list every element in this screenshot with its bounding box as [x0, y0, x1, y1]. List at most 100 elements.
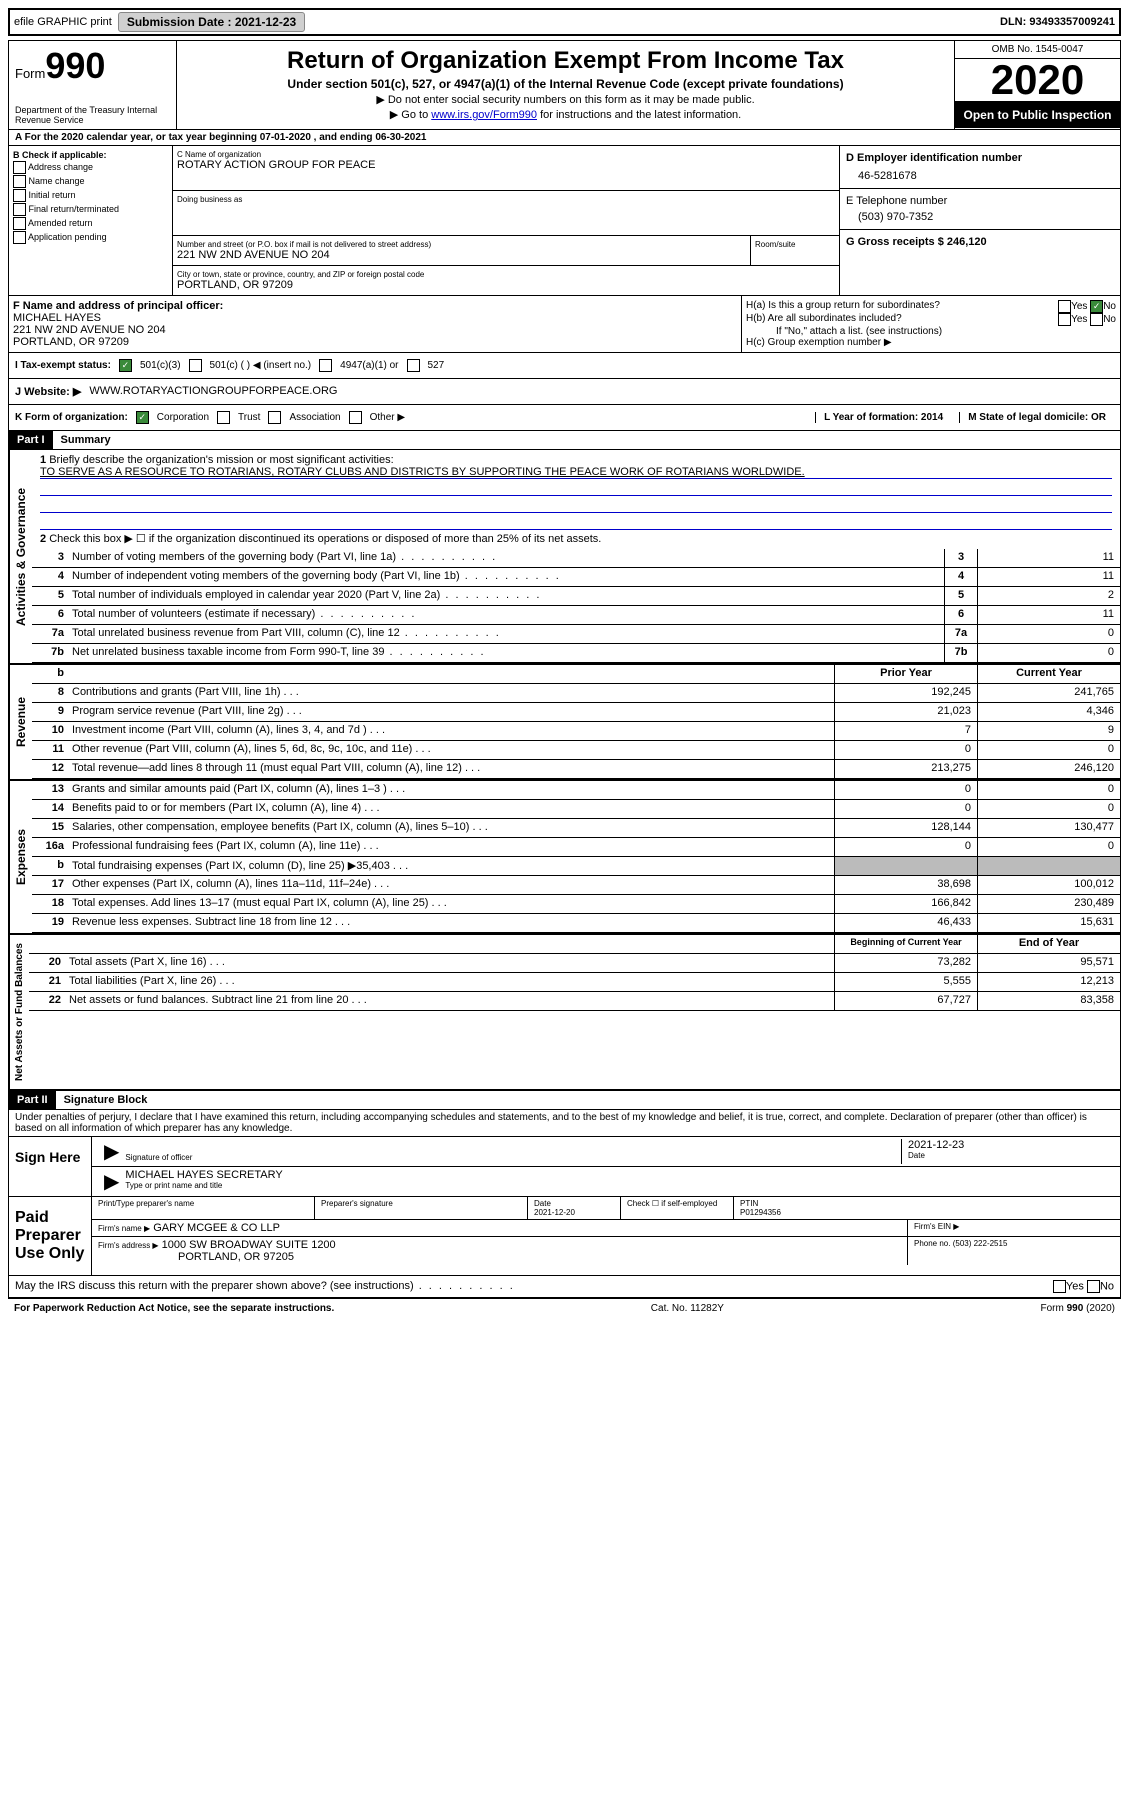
gov-line: 7a Total unrelated business revenue from… — [32, 625, 1120, 644]
mission-text: TO SERVE AS A RESOURCE TO ROTARIANS, ROT… — [40, 466, 1112, 479]
department-label: Department of the Treasury Internal Reve… — [15, 105, 170, 125]
prep-sig-label: Preparer's signature — [315, 1197, 528, 1219]
officer-section: F Name and address of principal officer:… — [9, 296, 1120, 353]
sig-date: 2021-12-23 — [908, 1139, 1108, 1151]
data-line: 20 Total assets (Part X, line 16) . . . … — [29, 954, 1120, 973]
discuss-no[interactable] — [1087, 1280, 1100, 1293]
city-label: City or town, state or province, country… — [177, 270, 835, 279]
hb-label: H(b) Are all subordinates included? — [746, 313, 902, 326]
penalty-text: Under penalties of perjury, I declare th… — [9, 1110, 1120, 1137]
website-row: J Website: ▶ WWW.ROTARYACTIONGROUPFORPEA… — [9, 379, 1120, 405]
revenue-section: Revenue b Prior Year Current Year 8 Cont… — [9, 665, 1120, 781]
form-label: Form — [15, 66, 45, 81]
tax-year-range: A For the 2020 calendar year, or tax yea… — [9, 130, 1120, 146]
note-website: ▶ Go to www.irs.gov/Form990 for instruct… — [185, 108, 946, 121]
year-formation: L Year of formation: 2014 — [815, 412, 951, 423]
arrow-icon: ▶ — [98, 1139, 125, 1164]
dba-label: Doing business as — [177, 195, 835, 204]
check-address-change[interactable]: Address change — [13, 161, 168, 174]
check-name-change[interactable]: Name change — [13, 175, 168, 188]
officer-addr2: PORTLAND, OR 97209 — [13, 336, 737, 348]
prior-year-header: Prior Year — [834, 665, 977, 683]
firm-addr2: PORTLAND, OR 97205 — [98, 1251, 294, 1263]
firm-phone: Phone no. (503) 222-2515 — [908, 1237, 1120, 1265]
form-container: Form990 Department of the Treasury Inter… — [8, 40, 1121, 1299]
officer-name: MICHAEL HAYES — [13, 312, 737, 324]
check-final-return[interactable]: Final return/terminated — [13, 203, 168, 216]
data-line: 10 Investment income (Part VIII, column … — [32, 722, 1120, 741]
data-line: 21 Total liabilities (Part X, line 26) .… — [29, 973, 1120, 992]
governance-label: Activities & Governance — [9, 450, 32, 663]
sig-date-label: Date — [908, 1151, 1108, 1160]
form-number: 990 — [45, 45, 105, 86]
part2-header: Part II Signature Block — [9, 1091, 1120, 1110]
part2-badge: Part II — [9, 1091, 56, 1109]
firm-addr1: 1000 SW BROADWAY SUITE 1200 — [162, 1239, 336, 1251]
form-ref: Form 990 (2020) — [1041, 1303, 1115, 1314]
page-footer: For Paperwork Reduction Act Notice, see … — [8, 1299, 1121, 1318]
part1-badge: Part I — [9, 431, 53, 449]
ptin-value: P01294356 — [740, 1208, 781, 1217]
corp-checkbox[interactable]: ✓ — [136, 411, 149, 424]
end-year-header: End of Year — [977, 935, 1120, 953]
state-domicile: M State of legal domicile: OR — [959, 412, 1114, 423]
submission-date-button[interactable]: Submission Date : 2021-12-23 — [118, 12, 305, 32]
firm-name: GARY MCGEE & CO LLP — [153, 1222, 280, 1234]
data-line: 8 Contributions and grants (Part VIII, l… — [32, 684, 1120, 703]
expenses-section: Expenses 13 Grants and similar amounts p… — [9, 781, 1120, 935]
q2-text: Check this box ▶ ☐ if the organization d… — [49, 533, 601, 545]
street-label: Number and street (or P.O. box if mail i… — [177, 240, 746, 249]
part1-header: Part I Summary — [9, 431, 1120, 450]
prep-date: 2021-12-20 — [534, 1208, 575, 1217]
data-line: 19 Revenue less expenses. Subtract line … — [32, 914, 1120, 933]
form-org-row: K Form of organization: ✓Corporation Tru… — [9, 405, 1120, 431]
data-line: b Total fundraising expenses (Part IX, c… — [32, 857, 1120, 876]
preparer-section: Paid Preparer Use Only Print/Type prepar… — [9, 1197, 1120, 1276]
data-line: 12 Total revenue—add lines 8 through 11 … — [32, 760, 1120, 779]
ein-value: 46-5281678 — [846, 164, 1114, 182]
form-title: Return of Organization Exempt From Incom… — [185, 47, 946, 75]
firm-ein-label: Firm's EIN ▶ — [908, 1220, 1120, 1236]
data-line: 15 Salaries, other compensation, employe… — [32, 819, 1120, 838]
expenses-label: Expenses — [9, 781, 32, 933]
website-label: J Website: ▶ — [15, 385, 81, 398]
info-section: B Check if applicable: Address change Na… — [9, 146, 1120, 296]
discuss-yes[interactable] — [1053, 1280, 1066, 1293]
tax-year: 2020 — [955, 59, 1120, 102]
current-year-header: Current Year — [977, 665, 1120, 683]
signature-section: Sign Here ▶ Signature of officer 2021-12… — [9, 1137, 1120, 1197]
ha-no-checkbox[interactable]: ✓ — [1090, 300, 1103, 313]
revenue-label: Revenue — [9, 665, 32, 779]
data-line: 17 Other expenses (Part IX, column (A), … — [32, 876, 1120, 895]
ha-label: H(a) Is this a group return for subordin… — [746, 300, 940, 313]
note-ssn: ▶ Do not enter social security numbers o… — [185, 93, 946, 106]
org-name: ROTARY ACTION GROUP FOR PEACE — [177, 159, 835, 171]
assets-label: Net Assets or Fund Balances — [9, 935, 29, 1089]
open-public-badge: Open to Public Inspection — [955, 102, 1120, 128]
discuss-row: May the IRS discuss this return with the… — [9, 1276, 1120, 1298]
data-line: 18 Total expenses. Add lines 13–17 (must… — [32, 895, 1120, 914]
q1-text: Briefly describe the organization's miss… — [49, 454, 393, 466]
check-initial-return[interactable]: Initial return — [13, 189, 168, 202]
city-value: PORTLAND, OR 97209 — [177, 279, 835, 291]
gov-line: 7b Net unrelated business taxable income… — [32, 644, 1120, 663]
irs-link[interactable]: www.irs.gov/Form990 — [431, 109, 537, 121]
gov-line: 5 Total number of individuals employed i… — [32, 587, 1120, 606]
gross-receipts: G Gross receipts $ 246,120 — [840, 230, 1120, 254]
data-line: 11 Other revenue (Part VIII, column (A),… — [32, 741, 1120, 760]
efile-label: efile GRAPHIC print — [14, 16, 112, 28]
data-line: 22 Net assets or fund balances. Subtract… — [29, 992, 1120, 1011]
discuss-text: May the IRS discuss this return with the… — [15, 1280, 515, 1293]
org-name-label: C Name of organization — [177, 150, 835, 159]
gov-line: 3 Number of voting members of the govern… — [32, 549, 1120, 568]
room-label: Room/suite — [751, 236, 839, 265]
section-b-title: B Check if applicable: — [13, 150, 168, 160]
data-line: 13 Grants and similar amounts paid (Part… — [32, 781, 1120, 800]
501c3-checkbox[interactable]: ✓ — [119, 359, 132, 372]
data-line: 9 Program service revenue (Part VIII, li… — [32, 703, 1120, 722]
check-amended[interactable]: Amended return — [13, 217, 168, 230]
begin-year-header: Beginning of Current Year — [834, 935, 977, 953]
gov-line: 6 Total number of volunteers (estimate i… — [32, 606, 1120, 625]
check-pending[interactable]: Application pending — [13, 231, 168, 244]
self-employed-check[interactable]: Check ☐ if self-employed — [621, 1197, 734, 1219]
